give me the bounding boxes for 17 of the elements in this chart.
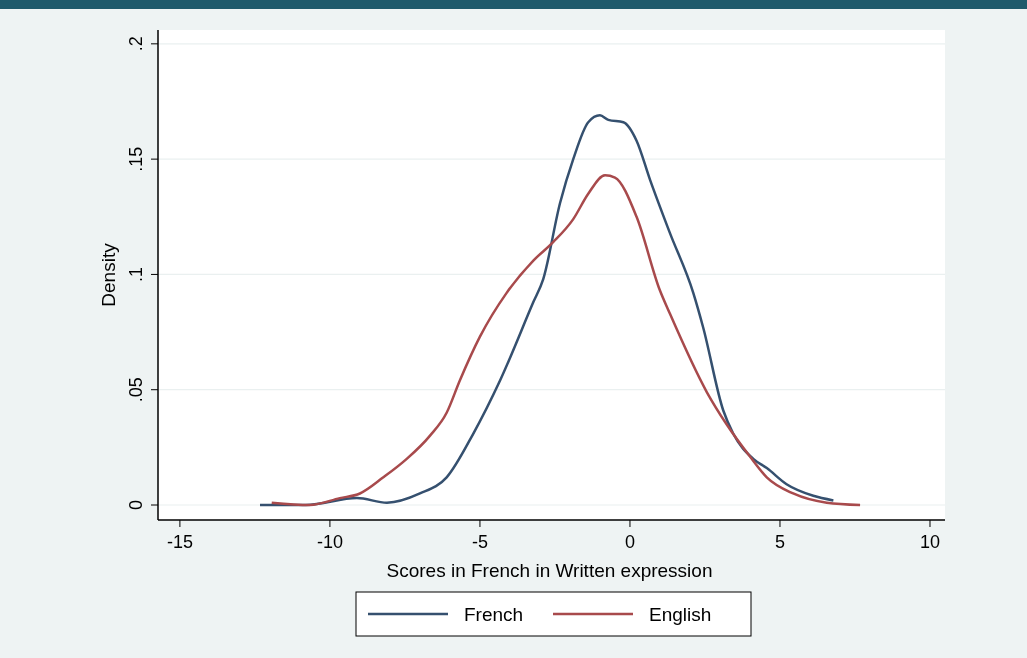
y-axis-title: Density <box>98 242 119 307</box>
x-tick-label: -15 <box>166 532 193 552</box>
y-tick-label: .15 <box>126 146 146 172</box>
x-tick-label: 10 <box>919 532 941 552</box>
y-tick-label: .2 <box>126 36 146 52</box>
y-tick-label: .05 <box>126 377 146 403</box>
legend-label: English <box>649 604 712 625</box>
x-tick-label: 5 <box>774 532 785 552</box>
legend-label: French <box>464 604 524 625</box>
x-axis-title: Scores in French in Written expression <box>386 560 713 581</box>
x-tick-label: -10 <box>316 532 343 552</box>
line-series <box>270 174 862 507</box>
x-tick-label: -5 <box>471 532 488 552</box>
y-tick-label: .1 <box>126 266 146 282</box>
y-tick-label: 0 <box>126 500 146 511</box>
line-series <box>258 114 835 507</box>
x-tick-label: 0 <box>624 532 635 552</box>
